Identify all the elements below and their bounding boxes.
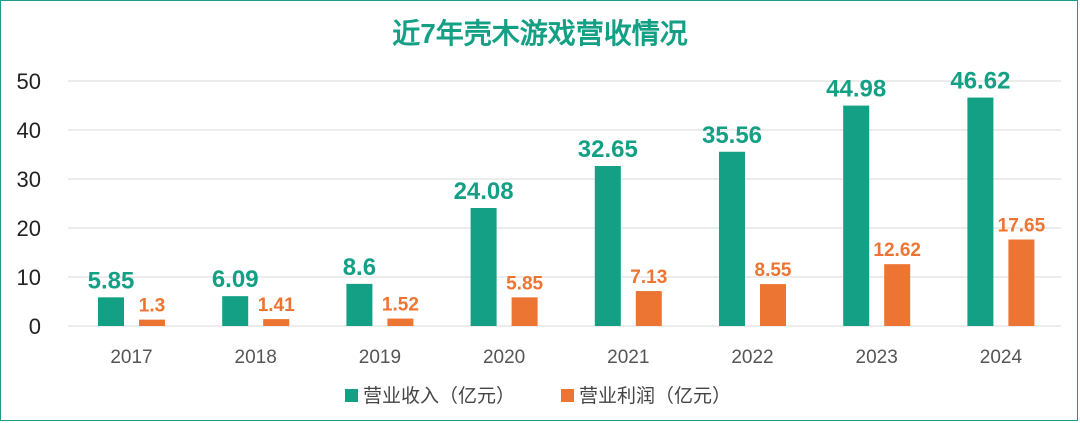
legend-swatch-revenue (345, 389, 358, 402)
data-label-revenue-2020: 24.08 (454, 178, 514, 205)
bar-profit-2018 (263, 319, 290, 326)
bar-revenue-2017 (98, 297, 124, 326)
x-tick-label: 2018 (235, 347, 277, 368)
bar-revenue-2022 (719, 151, 745, 326)
bar-revenue-2023 (843, 105, 870, 327)
data-label-revenue-2023: 44.98 (826, 76, 886, 103)
x-tick-label: 2023 (856, 347, 898, 368)
data-label-profit-2020: 5.85 (506, 273, 543, 294)
bar-revenue-2020 (470, 208, 497, 326)
bar-profit-2019 (387, 318, 414, 326)
bar-revenue-2024 (967, 97, 994, 326)
data-label-revenue-2024: 46.62 (950, 68, 1010, 95)
legend: 营业收入（亿元） 营业利润（亿元） (345, 385, 731, 407)
data-label-profit-2024: 17.65 (998, 216, 1046, 237)
x-tick-label: 2017 (110, 347, 152, 368)
data-label-revenue-2019: 8.6 (343, 254, 376, 281)
y-tick-label: 10 (17, 265, 41, 290)
legend-label-revenue: 营业收入（亿元） (363, 385, 515, 407)
x-tick-label: 2022 (731, 347, 773, 368)
y-tick-label: 50 (17, 69, 41, 94)
data-label-revenue-2018: 6.09 (212, 266, 259, 293)
bar-profit-2022 (760, 284, 786, 326)
data-label-profit-2021: 7.13 (630, 267, 667, 288)
y-tick-label: 0 (29, 314, 41, 339)
y-tick-label: 30 (17, 167, 41, 192)
x-tick-label: 2020 (483, 347, 525, 368)
chart-title: 近7年壳木游戏营收情况 (392, 17, 688, 49)
data-label-profit-2019: 1.52 (382, 295, 419, 316)
legend-swatch-profit (561, 389, 574, 402)
data-label-profit-2017: 1.3 (139, 296, 165, 317)
bar-profit-2024 (1008, 239, 1035, 326)
bar-profit-2020 (511, 297, 538, 326)
x-tick-label: 2019 (359, 347, 401, 368)
x-tick-label: 2024 (980, 347, 1023, 368)
data-label-profit-2023: 12.62 (873, 240, 921, 261)
data-label-profit-2018: 1.41 (258, 295, 295, 316)
bar-revenue-2021 (594, 166, 621, 326)
data-label-profit-2022: 8.55 (755, 260, 792, 281)
bar-profit-2021 (635, 291, 662, 326)
legend-label-profit: 营业利润（亿元） (579, 385, 731, 407)
y-tick-label: 40 (17, 118, 41, 143)
bar-profit-2023 (884, 264, 911, 326)
data-label-revenue-2017: 5.85 (88, 267, 135, 294)
bar-profit-2017 (139, 319, 165, 326)
data-label-revenue-2021: 32.65 (578, 136, 638, 163)
bar-revenue-2019 (346, 283, 373, 326)
bar-revenue-2018 (222, 296, 249, 326)
x-tick-label: 2021 (607, 347, 649, 368)
y-tick-label: 20 (17, 216, 41, 241)
data-label-revenue-2022: 35.56 (702, 122, 762, 149)
